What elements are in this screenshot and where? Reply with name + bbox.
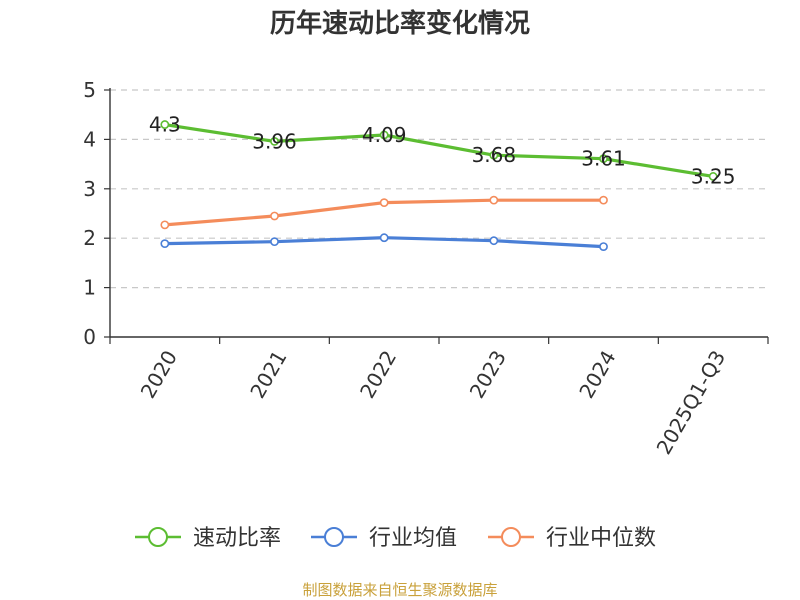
data-point-2-0 [160,220,170,230]
legend-item-2[interactable]: 行业中位数 [488,526,656,551]
data-label-0-5: 3.25 [691,164,736,188]
data-point-2-2 [379,198,389,208]
data-point-0-2 [379,130,389,140]
y-tick-label-5: 5 [83,78,96,102]
data-label-0-0: 4.3 [149,113,181,137]
x-tick-label-2023: 2023 [465,346,511,402]
legend-label-2: 行业中位数 [546,526,656,551]
data-point-1-3 [489,236,499,246]
data-label-0-4: 3.61 [581,147,626,171]
x-tick-label-2020: 2020 [136,346,182,402]
data-label-0-3: 3.68 [472,143,517,167]
data-point-0-1 [270,136,279,146]
legend-marker-0 [148,527,168,547]
x-tick-label-2024: 2024 [574,346,620,402]
data-point-0-0 [160,120,170,129]
series-line-0 [163,123,715,178]
data-point-1-0 [160,239,170,249]
y-tick-label-3: 3 [83,177,96,201]
legend-marker-1 [324,527,344,547]
series-lines [160,120,718,251]
data-label-0-2: 4.09 [362,123,407,147]
y-tick-label-1: 1 [83,276,96,300]
legend-label-1: 行业均值 [369,526,457,551]
data-point-0-5 [708,172,718,181]
x-tick-label-2025Q1-Q3: 2025Q1-Q3 [652,346,731,458]
y-tick-label-4: 4 [83,127,96,151]
legend-marker-2 [501,527,521,547]
legend[interactable]: 速动比率 行业均值 行业中位数 [135,526,656,551]
axes: 0 1 2 3 4 5 2020 2021 2022 2023 2024 2025Q1-Q3 [83,78,769,459]
chart-title: 历年速动比率变化情况 [270,8,530,39]
data-point-2-4 [599,195,608,205]
x-tick-label-2022: 2022 [355,346,401,402]
y-tick-label-2: 2 [83,226,96,250]
legend-item-0[interactable]: 速动比率 [135,526,281,551]
data-point-1-2 [379,233,389,243]
grid-lines [110,89,768,289]
y-tick-label-0: 0 [83,325,96,349]
x-tick-label-2021: 2021 [245,346,291,402]
data-label-0-1: 3.96 [252,129,297,153]
data-labels: 4.3 3.96 4.09 3.68 3.61 3.25 [149,113,736,189]
data-point-0-4 [599,154,608,164]
data-point-1-1 [270,237,279,247]
data-point-2-3 [489,195,499,205]
legend-item-1[interactable]: 行业均值 [311,526,457,551]
legend-label-0: 速动比率 [193,526,281,551]
source-note: 制图数据来自恒生聚源数据库 [302,581,497,599]
data-point-0-3 [489,150,499,160]
data-point-1-4 [599,242,608,251]
data-point-2-1 [270,211,279,221]
